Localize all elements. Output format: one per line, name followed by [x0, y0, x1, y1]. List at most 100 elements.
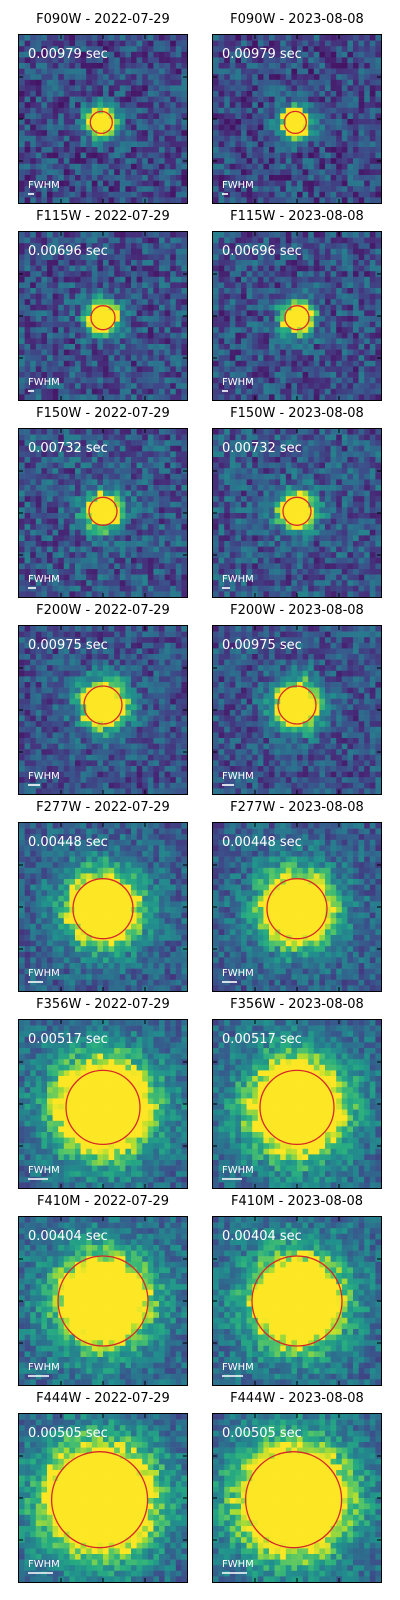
image-cutout: 0.00975 sec FWHM [18, 625, 188, 795]
exposure-label: 0.00505 sec [28, 1426, 108, 1441]
panel-title: F410M - 2023-08-08 [230, 1194, 363, 1209]
panel-title: F356W - 2022-07-29 [36, 997, 170, 1012]
image-cutout: 0.00696 sec FWHM [212, 231, 382, 401]
image-cutout: 0.00732 sec FWHM [18, 428, 188, 598]
pixel-map [213, 232, 381, 400]
pixel-map [213, 1217, 381, 1385]
aperture-circle [88, 496, 118, 526]
exposure-label: 0.00979 sec [222, 47, 302, 62]
aperture-circle [50, 1451, 149, 1549]
axis-ticks [19, 1020, 187, 1188]
exposure-label: 0.00979 sec [28, 47, 108, 62]
aperture-circle [284, 305, 310, 331]
fwhm-label: FWHM [28, 968, 60, 979]
pixel-map [19, 35, 187, 203]
aperture-circle [89, 110, 113, 135]
fwhm-label: FWHM [28, 180, 60, 191]
panel-title: F200W - 2022-07-29 [36, 603, 170, 618]
fwhm-label: FWHM [28, 1362, 60, 1373]
exposure-label: 0.00505 sec [222, 1426, 302, 1441]
image-cutout: 0.00505 sec FWHM [18, 1413, 188, 1583]
aperture-circle [282, 496, 312, 526]
pixel-map [19, 1020, 187, 1188]
aperture-circle [57, 1255, 149, 1347]
exposure-label: 0.00517 sec [28, 1032, 108, 1047]
fwhm-label: FWHM [222, 1165, 254, 1176]
panel-title: F277W - 2022-07-29 [36, 800, 170, 815]
aperture-circle [266, 878, 328, 940]
cutout-image [19, 232, 187, 400]
fwhm-label: FWHM [222, 968, 254, 979]
fwhm-label: FWHM [28, 574, 60, 585]
pixel-map [213, 1414, 381, 1582]
axis-ticks [19, 429, 187, 597]
image-cutout: 0.00696 sec FWHM [18, 231, 188, 401]
aperture-circle [259, 1069, 335, 1146]
fwhm-label: FWHM [28, 771, 60, 782]
exposure-label: 0.00448 sec [222, 835, 302, 850]
axis-ticks [19, 626, 187, 794]
image-cutout: 0.00404 sec FWHM [18, 1216, 188, 1386]
image-cutout: 0.00505 sec FWHM [212, 1413, 382, 1583]
pixel-map [213, 35, 381, 203]
axis-ticks [19, 35, 187, 203]
panel-title: F444W - 2023-08-08 [230, 1391, 364, 1406]
cutout-image [19, 1217, 187, 1385]
image-cutout: 0.00979 sec FWHM [18, 34, 188, 204]
cutout-image [213, 429, 381, 597]
pixel-map [19, 626, 187, 794]
panel-title: F277W - 2023-08-08 [230, 800, 364, 815]
image-cutout: 0.00448 sec FWHM [18, 822, 188, 992]
pixel-map [213, 626, 381, 794]
pixel-map [213, 429, 381, 597]
panel-title: F444W - 2022-07-29 [36, 1391, 170, 1406]
axis-ticks [213, 35, 381, 203]
panel-title: F090W - 2022-07-29 [36, 12, 170, 27]
image-cutout: 0.00732 sec FWHM [212, 428, 382, 598]
cutout-image [19, 429, 187, 597]
fwhm-label: FWHM [28, 1559, 60, 1570]
cutout-image [19, 1414, 187, 1582]
cutout-image [213, 823, 381, 991]
axis-ticks [19, 823, 187, 991]
pixel-map [19, 1414, 187, 1582]
panel-title: F200W - 2023-08-08 [230, 603, 364, 618]
axis-ticks [213, 1414, 381, 1582]
image-cutout: 0.00517 sec FWHM [18, 1019, 188, 1189]
panel-title: F115W - 2023-08-08 [230, 209, 364, 224]
panel-title: F150W - 2023-08-08 [230, 406, 364, 421]
image-cutout: 0.00448 sec FWHM [212, 822, 382, 992]
aperture-circle [283, 110, 307, 135]
axis-ticks [19, 1217, 187, 1385]
cutout-image [213, 232, 381, 400]
axis-ticks [213, 429, 381, 597]
fwhm-label: FWHM [222, 180, 254, 191]
cutout-image [213, 1414, 381, 1582]
exposure-label: 0.00732 sec [28, 441, 108, 456]
fwhm-label: FWHM [222, 1362, 254, 1373]
aperture-circle [65, 1069, 141, 1146]
cutout-image [213, 626, 381, 794]
exposure-label: 0.00404 sec [28, 1229, 108, 1244]
exposure-label: 0.00696 sec [222, 244, 302, 259]
aperture-circle [83, 685, 123, 725]
exposure-label: 0.00404 sec [222, 1229, 302, 1244]
axis-ticks [213, 626, 381, 794]
cutout-image [19, 626, 187, 794]
fwhm-label: FWHM [222, 574, 254, 585]
cutout-image [19, 35, 187, 203]
axis-ticks [213, 232, 381, 400]
panel-title: F090W - 2023-08-08 [230, 12, 364, 27]
image-cutout: 0.00975 sec FWHM [212, 625, 382, 795]
aperture-circle [277, 685, 317, 725]
axis-ticks [213, 823, 381, 991]
exposure-label: 0.00448 sec [28, 835, 108, 850]
image-cutout: 0.00979 sec FWHM [212, 34, 382, 204]
fwhm-label: FWHM [222, 771, 254, 782]
axis-ticks [19, 232, 187, 400]
fwhm-label: FWHM [222, 377, 254, 388]
panel-title: F356W - 2023-08-08 [230, 997, 364, 1012]
cutout-image [213, 1217, 381, 1385]
exposure-label: 0.00517 sec [222, 1032, 302, 1047]
